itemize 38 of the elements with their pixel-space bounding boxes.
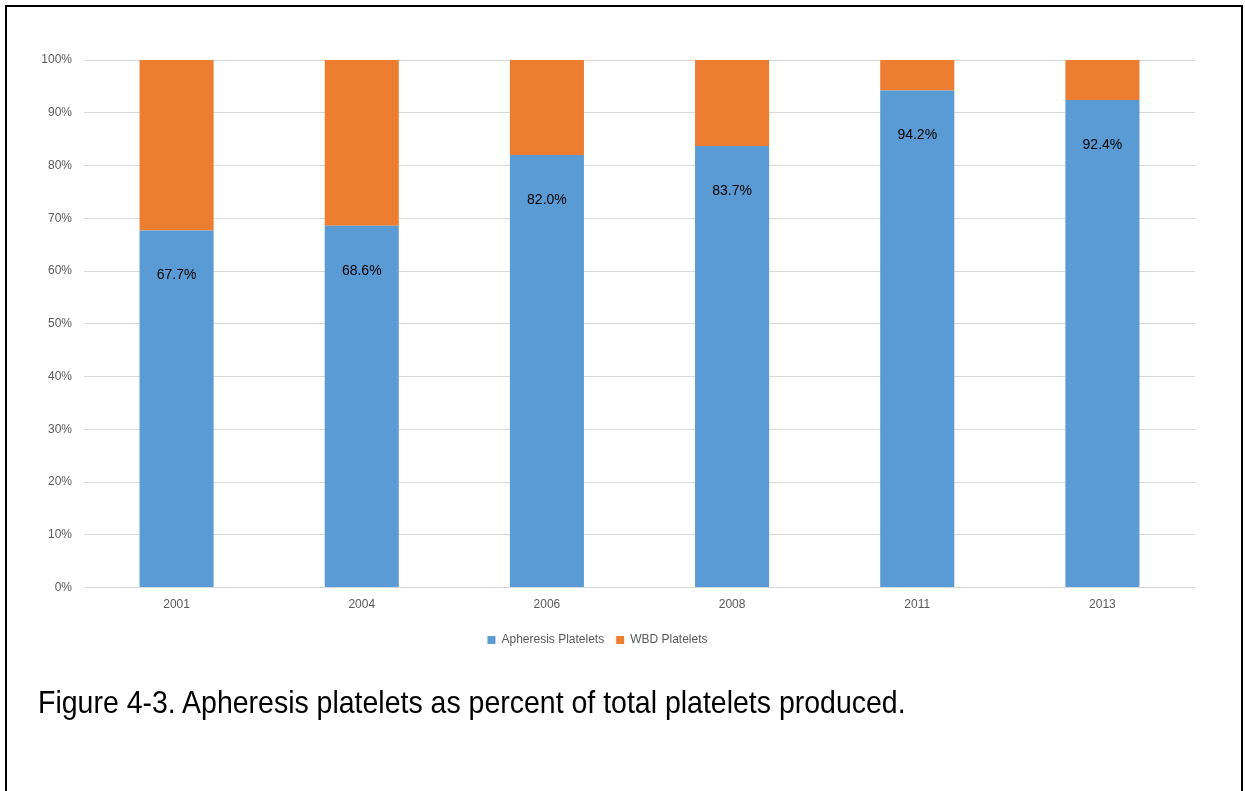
x-tick-label: 2006 xyxy=(533,597,561,612)
y-tick-label: 40% xyxy=(47,368,73,383)
y-tick-label: 0% xyxy=(54,579,73,594)
bar xyxy=(695,60,770,146)
bar xyxy=(1065,60,1140,101)
bar xyxy=(324,60,399,226)
bar xyxy=(509,60,584,155)
x-tick-label: 2001 xyxy=(163,597,191,612)
bar xyxy=(1065,100,1140,588)
caption: Figure 4-3. Apheresis platelets as percent of total platelets produced. xyxy=(38,684,906,721)
y-tick-label: 100% xyxy=(41,52,73,67)
y-tick-label: 90% xyxy=(47,105,73,120)
y-tick-label: 30% xyxy=(47,421,73,436)
y-tick-label: 20% xyxy=(47,474,73,489)
y-tick-label: 80% xyxy=(47,157,73,172)
x-tick-label: 2004 xyxy=(348,597,376,612)
y-tick-label: 10% xyxy=(47,527,73,542)
x-tick-label: 2008 xyxy=(718,597,746,612)
bar xyxy=(880,90,955,588)
bar xyxy=(509,154,584,588)
bar xyxy=(324,225,399,588)
y-tick-label: 60% xyxy=(47,263,73,278)
legend-label: WBD Platelets xyxy=(630,632,708,647)
x-tick-label: 2013 xyxy=(1089,597,1117,612)
data-label: 82.0% xyxy=(527,190,567,207)
data-label: 83.7% xyxy=(712,181,752,198)
bar xyxy=(139,60,214,231)
bar xyxy=(880,60,955,91)
y-tick-label: 50% xyxy=(47,316,73,331)
data-label: 94.2% xyxy=(897,126,938,143)
legend-label: Apheresis Platelets xyxy=(501,632,605,647)
data-label: 68.6% xyxy=(341,261,382,278)
y-tick-label: 70% xyxy=(47,210,73,225)
data-label: 92.4% xyxy=(1082,135,1123,152)
data-label: 67.7% xyxy=(156,266,197,283)
bar xyxy=(695,146,770,588)
x-tick-label: 2011 xyxy=(904,597,931,612)
bar xyxy=(139,230,214,588)
